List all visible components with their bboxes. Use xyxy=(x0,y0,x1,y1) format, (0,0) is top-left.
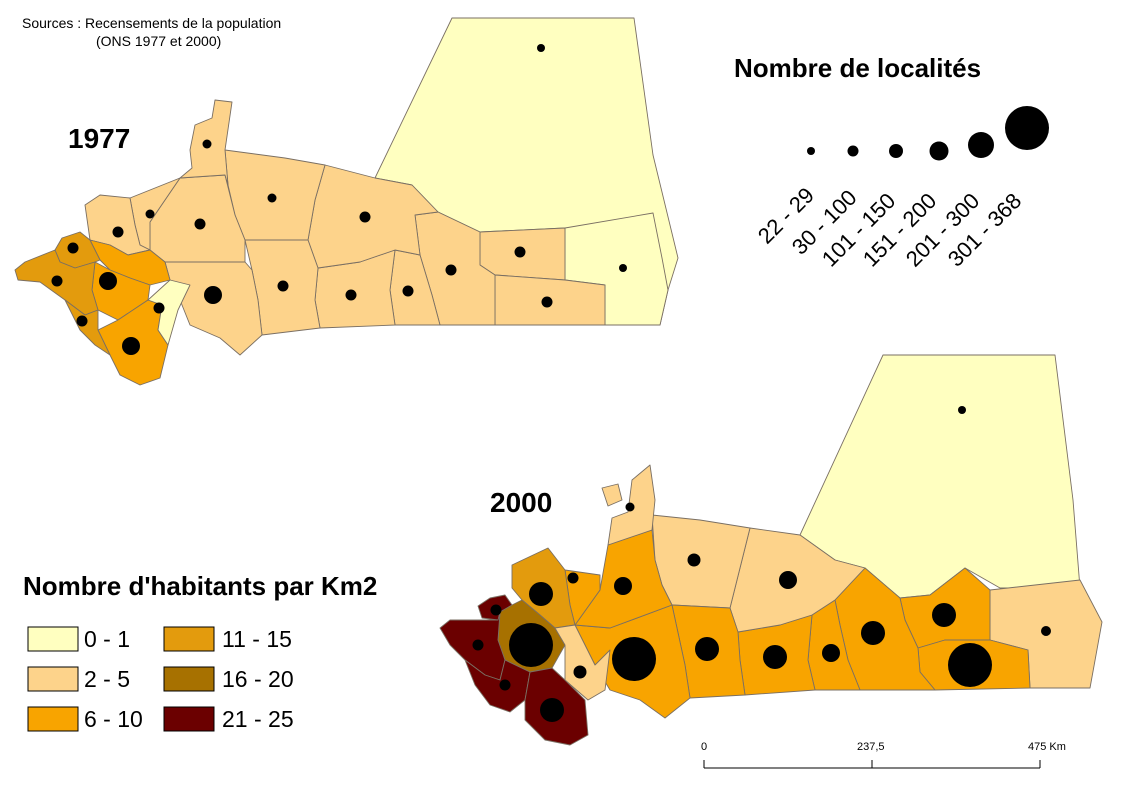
density-swatch-3 xyxy=(27,706,79,732)
locality-dot xyxy=(541,296,553,308)
locality-dot xyxy=(932,603,956,627)
legend-symbol-4 xyxy=(929,141,949,161)
density-swatch-2 xyxy=(27,666,79,692)
locality-dot xyxy=(687,553,701,567)
locality-dot xyxy=(112,226,124,238)
region-1977-c4 xyxy=(164,261,263,356)
legend-symbol-3 xyxy=(889,144,903,158)
source-line-2: (ONS 1977 et 2000) xyxy=(96,33,221,49)
locality-dot xyxy=(51,275,63,287)
locality-dot xyxy=(612,637,656,681)
locality-dot xyxy=(122,337,140,355)
locality-dots-1977 xyxy=(51,44,627,355)
map-1977 xyxy=(14,17,679,386)
legend-symbol-6 xyxy=(1005,106,1049,150)
density-legend-title: Nombre d'habitants par Km2 xyxy=(23,571,377,601)
locality-dot xyxy=(499,679,511,691)
density-label-4: 11 - 15 xyxy=(222,626,292,652)
locality-dot xyxy=(204,286,222,304)
scale-bar: 0 237,5 475 Km xyxy=(701,741,1066,769)
density-label-1: 0 - 1 xyxy=(84,626,130,652)
locality-dot xyxy=(267,193,277,203)
locality-dot xyxy=(514,246,526,258)
locality-dot xyxy=(445,264,457,276)
locality-dot xyxy=(67,242,79,254)
legend-symbol-2 xyxy=(847,145,859,157)
locality-dot xyxy=(567,572,579,584)
localities-legend-title: Nombre de localités xyxy=(734,53,981,83)
region-2000-n1b xyxy=(601,483,623,507)
locality-dot xyxy=(1041,626,1051,636)
density-label-5: 16 - 20 xyxy=(222,666,294,692)
map-2000 xyxy=(439,354,1103,746)
density-swatch-5 xyxy=(163,666,215,692)
locality-dot xyxy=(76,315,88,327)
localities-legend: Nombre de localités 22 - 29 30 - 100 101… xyxy=(734,53,1049,272)
locality-dot xyxy=(958,406,966,414)
locality-dot xyxy=(153,302,165,314)
source-line-1: Sources : Recensements de la population xyxy=(22,15,281,31)
locality-dot xyxy=(277,280,289,292)
locality-dot xyxy=(573,665,587,679)
locality-dot xyxy=(540,698,564,722)
locality-dot xyxy=(145,209,155,219)
locality-dot xyxy=(779,571,797,589)
locality-dot xyxy=(619,264,627,272)
locality-dot xyxy=(194,218,206,230)
locality-dot xyxy=(202,139,212,149)
density-swatch-4 xyxy=(163,626,215,652)
locality-dot xyxy=(695,637,719,661)
legend-symbol-1 xyxy=(807,147,815,155)
density-legend: Nombre d'habitants par Km2 0 - 1 2 - 5 6… xyxy=(23,571,377,732)
locality-dot xyxy=(472,639,484,651)
map-1977-title: 1977 xyxy=(68,123,130,154)
locality-dot xyxy=(763,645,787,669)
locality-dot xyxy=(509,623,553,667)
scale-label-mid: 237,5 xyxy=(857,741,885,753)
locality-dots-2000 xyxy=(472,406,1051,722)
locality-dot xyxy=(537,44,545,52)
legend-symbol-5 xyxy=(968,132,994,158)
region-2000-sw-c xyxy=(439,611,506,681)
locality-dot xyxy=(490,604,502,616)
density-swatch-1 xyxy=(27,626,79,652)
locality-dot xyxy=(359,211,371,223)
locality-dot xyxy=(99,272,117,290)
map-2000-title: 2000 xyxy=(490,487,552,518)
density-swatch-6 xyxy=(163,706,215,732)
locality-dot xyxy=(625,502,635,512)
density-label-2: 2 - 5 xyxy=(84,666,130,692)
scale-label-0: 0 xyxy=(701,741,707,753)
locality-dot xyxy=(614,577,632,595)
region-1977-sw6 xyxy=(64,299,111,356)
region-2000-s-light xyxy=(554,624,611,701)
locality-dot xyxy=(948,643,992,687)
locality-dot xyxy=(529,582,553,606)
locality-dot xyxy=(345,289,357,301)
density-label-6: 21 - 25 xyxy=(222,706,294,732)
locality-dot xyxy=(402,285,414,297)
scale-label-end: 475 Km xyxy=(1028,741,1066,753)
locality-dot xyxy=(861,621,885,645)
density-label-3: 6 - 10 xyxy=(84,706,143,732)
locality-dot xyxy=(822,644,840,662)
